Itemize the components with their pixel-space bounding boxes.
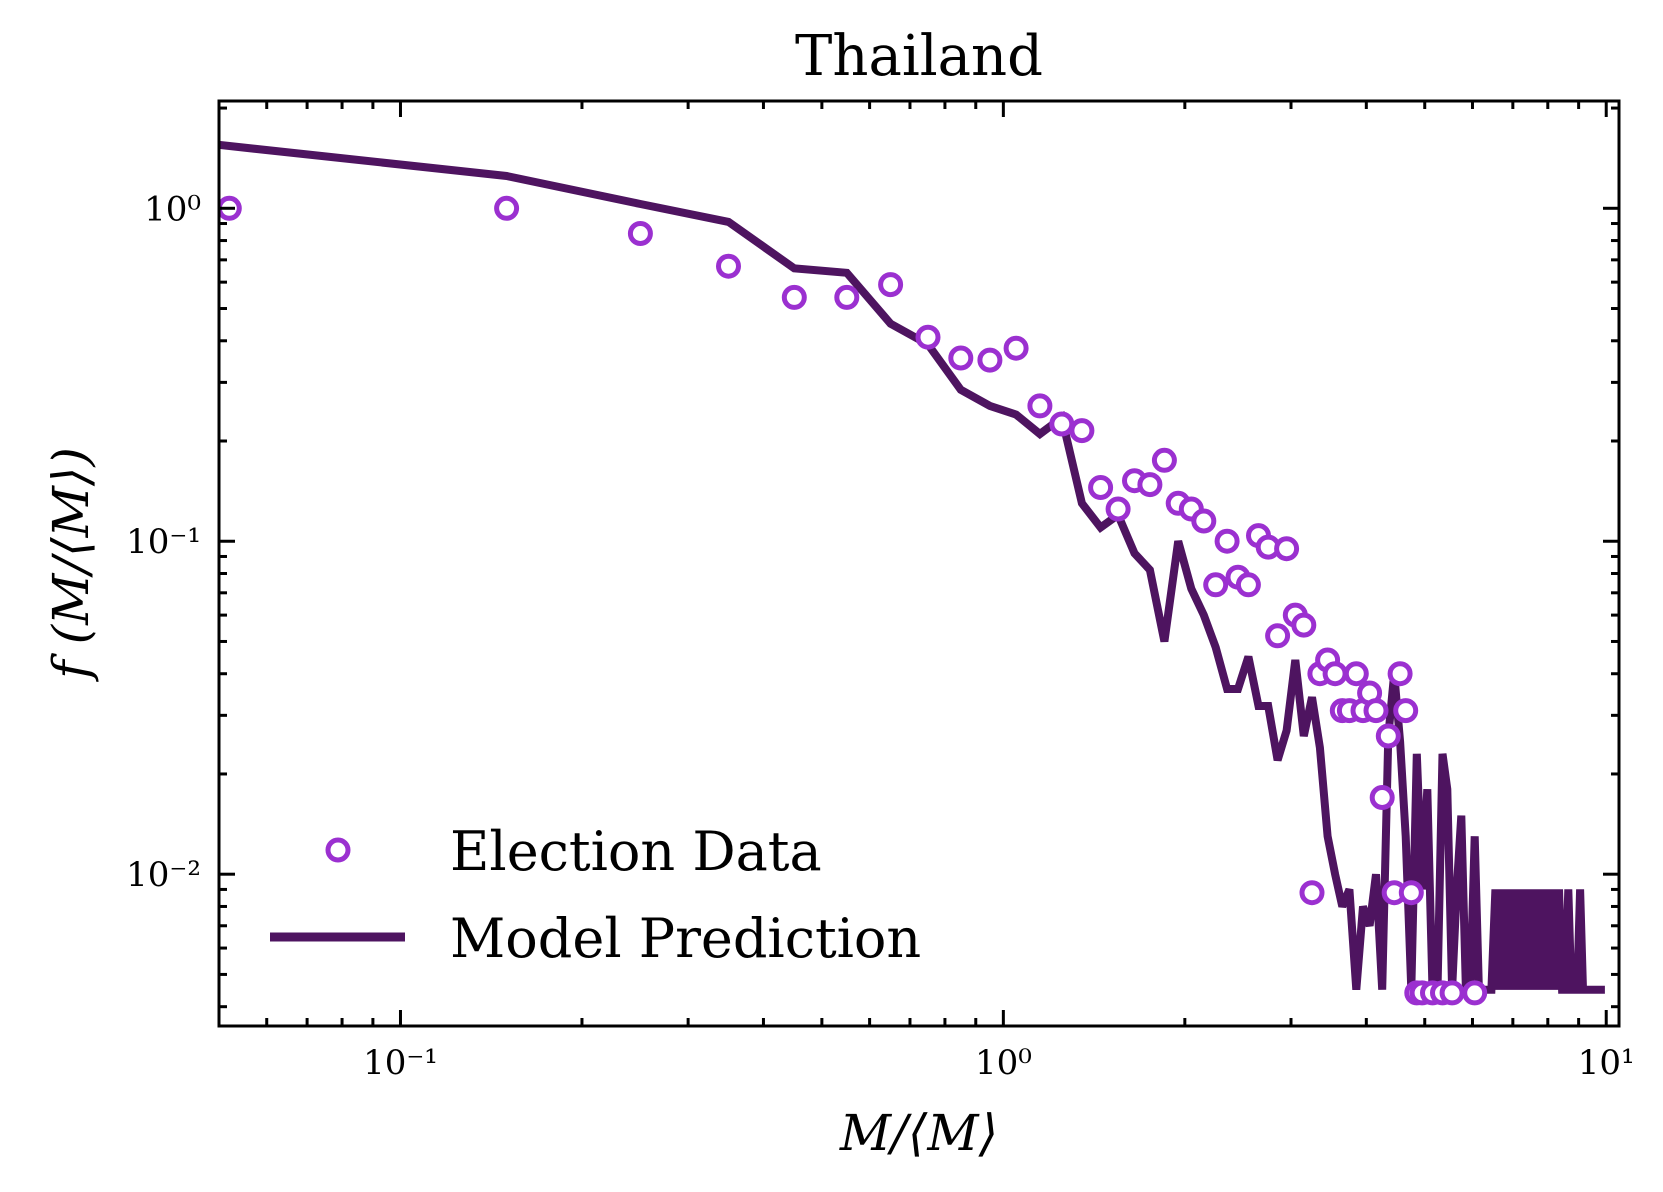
election-data-point: [1387, 661, 1413, 687]
x-axis-title: M/⟨M⟩: [839, 1104, 998, 1162]
election-data-point: [1343, 661, 1369, 687]
x-tick-label: 10⁻¹: [363, 1043, 438, 1083]
election-data-point: [1369, 785, 1395, 810]
election-data-point: [1274, 536, 1300, 562]
election-data-point: [1027, 393, 1053, 419]
election-data-point: [716, 253, 741, 279]
legend-label-election-data: Election Data: [450, 820, 822, 883]
election-data-point: [1069, 418, 1095, 444]
election-data-point: [1105, 496, 1131, 522]
election-data-point: [1214, 528, 1240, 554]
election-data-point: [1393, 698, 1419, 724]
plot-area: [219, 140, 1605, 1006]
election-data-point: [878, 272, 904, 298]
election-data-point: [1363, 698, 1389, 724]
legend-marker-election-data: [325, 837, 351, 863]
election-data-point: [1375, 723, 1401, 749]
election-data-point: [1203, 572, 1229, 598]
election-data-point: [1299, 880, 1325, 906]
chart-title: Thailand: [795, 24, 1043, 89]
y-tick-label: 10⁻²: [126, 855, 201, 895]
election-data-point: [1265, 623, 1291, 649]
legend-label-model-prediction: Model Prediction: [450, 907, 921, 970]
election-data-point: [1398, 880, 1424, 906]
election-data-point: [494, 195, 520, 221]
x-tick-label: 10¹: [1578, 1043, 1635, 1083]
election-data-point: [948, 345, 974, 371]
legend: Election Data Model Prediction: [270, 820, 921, 970]
y-tick-label: 10⁰: [144, 189, 201, 229]
election-data-point: [915, 324, 941, 350]
election-data-point: [1003, 335, 1029, 361]
y-tick-label: 10⁻¹: [126, 522, 201, 562]
election-data-point: [1088, 475, 1114, 500]
axis-ticks: 10⁻¹ 10⁰ 10¹ 10⁰ 10⁻¹ 10⁻²: [126, 101, 1635, 1083]
election-data-point: [627, 221, 653, 246]
election-data-point: [1462, 980, 1488, 1006]
plot-frame: [217, 99, 1621, 1028]
election-data-point: [1235, 572, 1261, 598]
election-data-point: [1191, 508, 1217, 534]
election-data-point: [977, 347, 1003, 373]
election-data-point: [1322, 661, 1348, 687]
election-data-point: [1049, 411, 1075, 437]
election-data-point: [1151, 447, 1177, 473]
election-data-point: [1137, 472, 1163, 498]
election-data-point: [1291, 612, 1317, 638]
election-data-point: [1439, 980, 1465, 1006]
y-axis-title: f (M/⟨M⟩): [42, 447, 100, 683]
x-tick-label: 10⁰: [975, 1043, 1032, 1083]
election-data-point: [834, 284, 860, 310]
model-prediction-line: [219, 140, 1605, 994]
election-data-point: [781, 284, 807, 310]
